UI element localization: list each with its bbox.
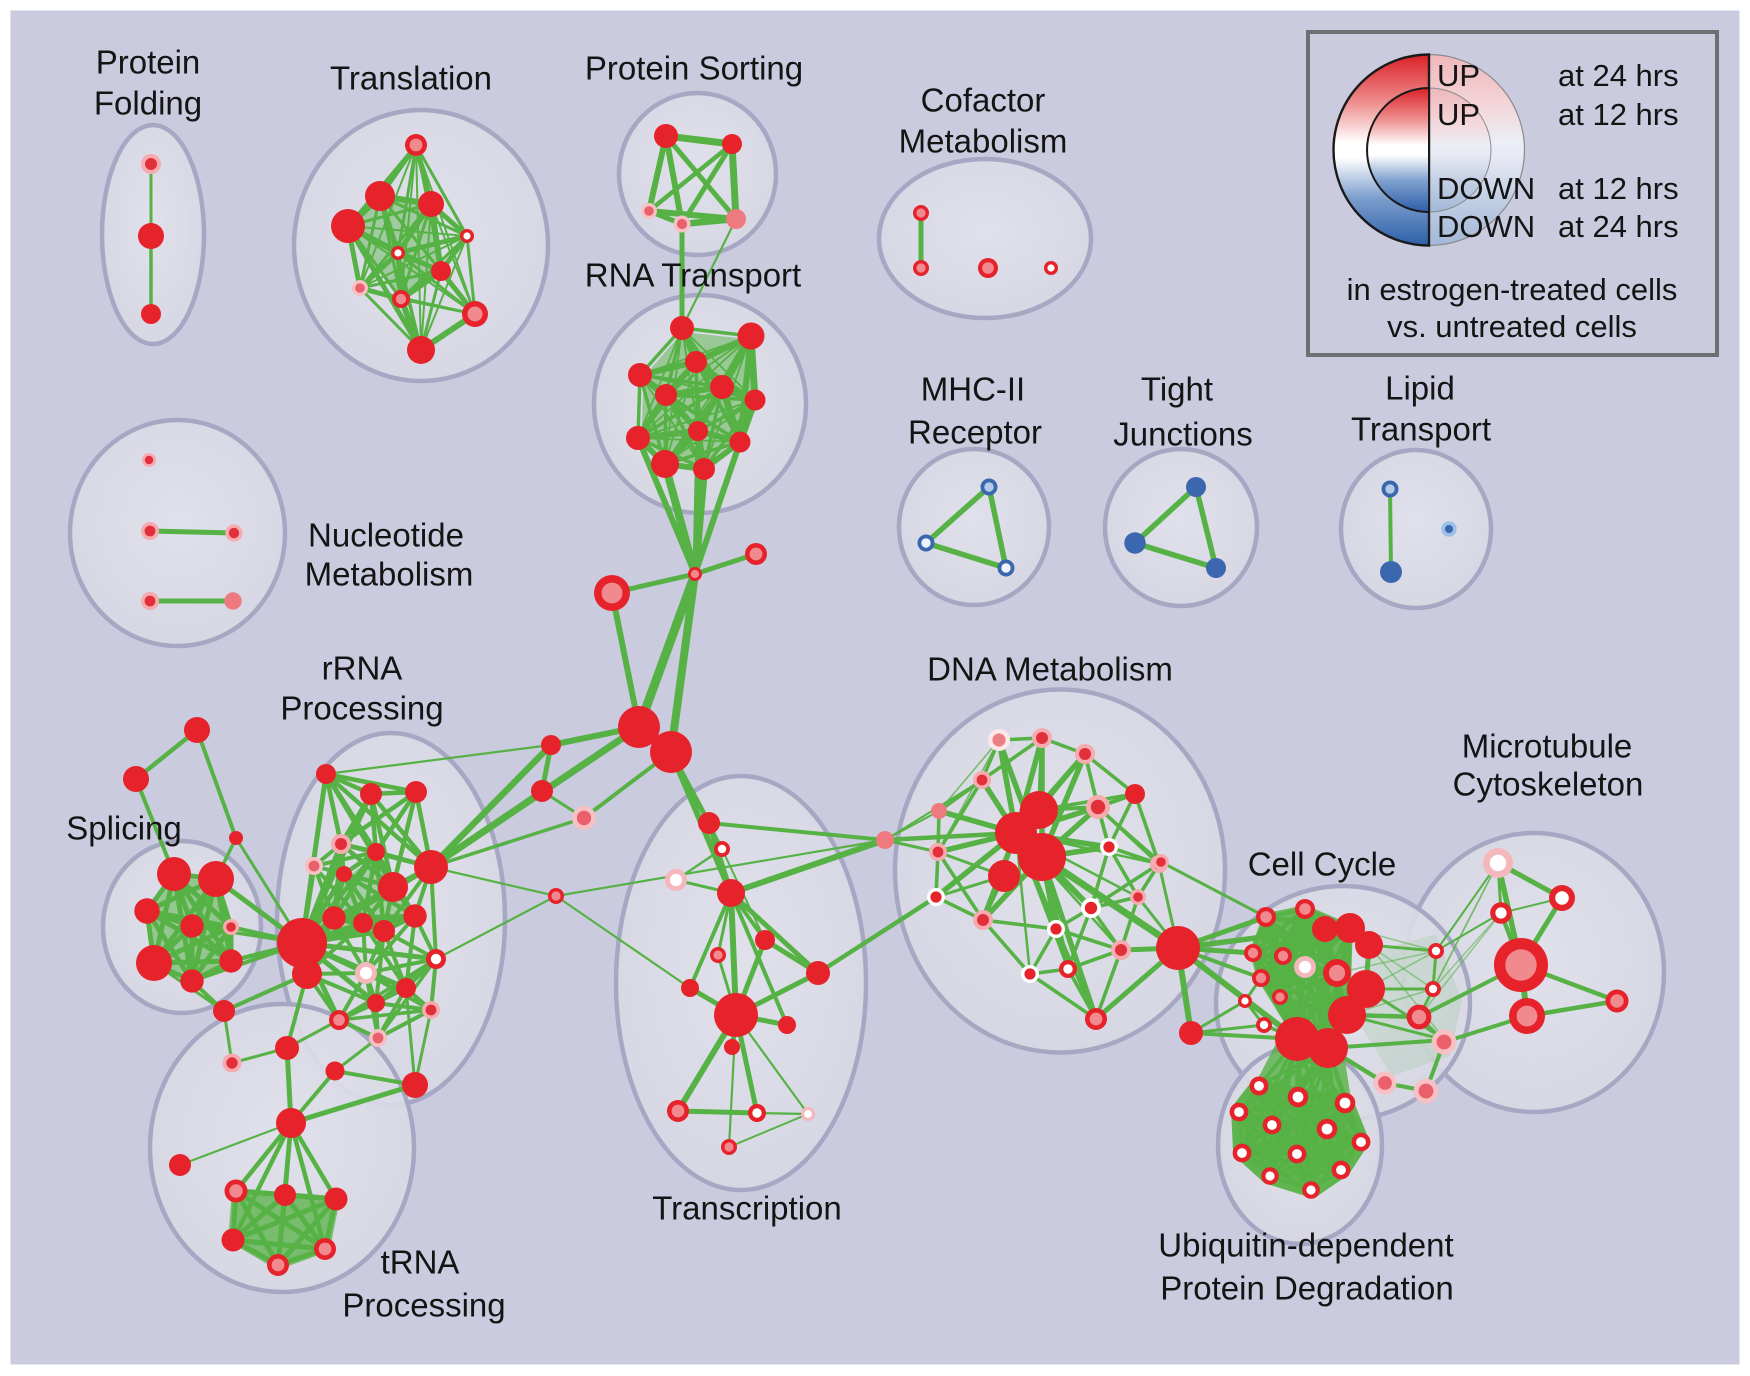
svg-text:Metabolism: Metabolism — [899, 123, 1068, 160]
svg-text:Protein: Protein — [96, 44, 201, 81]
svg-text:DOWN: DOWN — [1437, 171, 1535, 206]
svg-text:DOWN: DOWN — [1437, 209, 1535, 244]
svg-text:Lipid: Lipid — [1385, 370, 1455, 407]
svg-text:UP: UP — [1437, 58, 1480, 93]
svg-text:DNA Metabolism: DNA Metabolism — [927, 651, 1173, 688]
svg-text:Tight: Tight — [1141, 371, 1213, 408]
svg-text:Microtubule: Microtubule — [1462, 728, 1633, 765]
svg-text:UP: UP — [1437, 97, 1480, 132]
svg-text:Metabolism: Metabolism — [305, 556, 474, 593]
svg-text:Nucleotide: Nucleotide — [308, 517, 464, 554]
svg-text:in estrogen-treated cells: in estrogen-treated cells — [1347, 272, 1678, 307]
svg-text:Cofactor: Cofactor — [921, 82, 1046, 119]
svg-text:MHC-II: MHC-II — [921, 371, 1025, 408]
svg-text:RNA Transport: RNA Transport — [585, 257, 801, 294]
svg-text:tRNA: tRNA — [381, 1244, 460, 1281]
svg-text:at 12 hrs: at 12 hrs — [1558, 97, 1679, 132]
svg-text:Processing: Processing — [280, 690, 443, 727]
svg-text:at 24 hrs: at 24 hrs — [1558, 58, 1679, 93]
svg-text:Transcription: Transcription — [652, 1190, 842, 1227]
svg-text:Splicing: Splicing — [66, 810, 182, 847]
svg-text:Translation: Translation — [330, 60, 492, 97]
svg-text:Junctions: Junctions — [1113, 416, 1252, 453]
svg-text:Protein Degradation: Protein Degradation — [1160, 1270, 1454, 1307]
svg-text:Cell Cycle: Cell Cycle — [1248, 846, 1397, 883]
svg-text:Receptor: Receptor — [908, 414, 1042, 451]
svg-text:Ubiquitin-dependent: Ubiquitin-dependent — [1158, 1227, 1453, 1264]
svg-text:Folding: Folding — [94, 85, 202, 122]
svg-text:at 24 hrs: at 24 hrs — [1558, 209, 1679, 244]
svg-text:at 12 hrs: at 12 hrs — [1558, 171, 1679, 206]
svg-text:Protein Sorting: Protein Sorting — [585, 50, 803, 87]
svg-text:Cytoskeleton: Cytoskeleton — [1453, 766, 1644, 803]
svg-text:vs. untreated cells: vs. untreated cells — [1387, 309, 1637, 344]
svg-text:rRNA: rRNA — [322, 650, 403, 687]
svg-text:Processing: Processing — [342, 1287, 505, 1324]
svg-text:Transport: Transport — [1351, 411, 1491, 448]
